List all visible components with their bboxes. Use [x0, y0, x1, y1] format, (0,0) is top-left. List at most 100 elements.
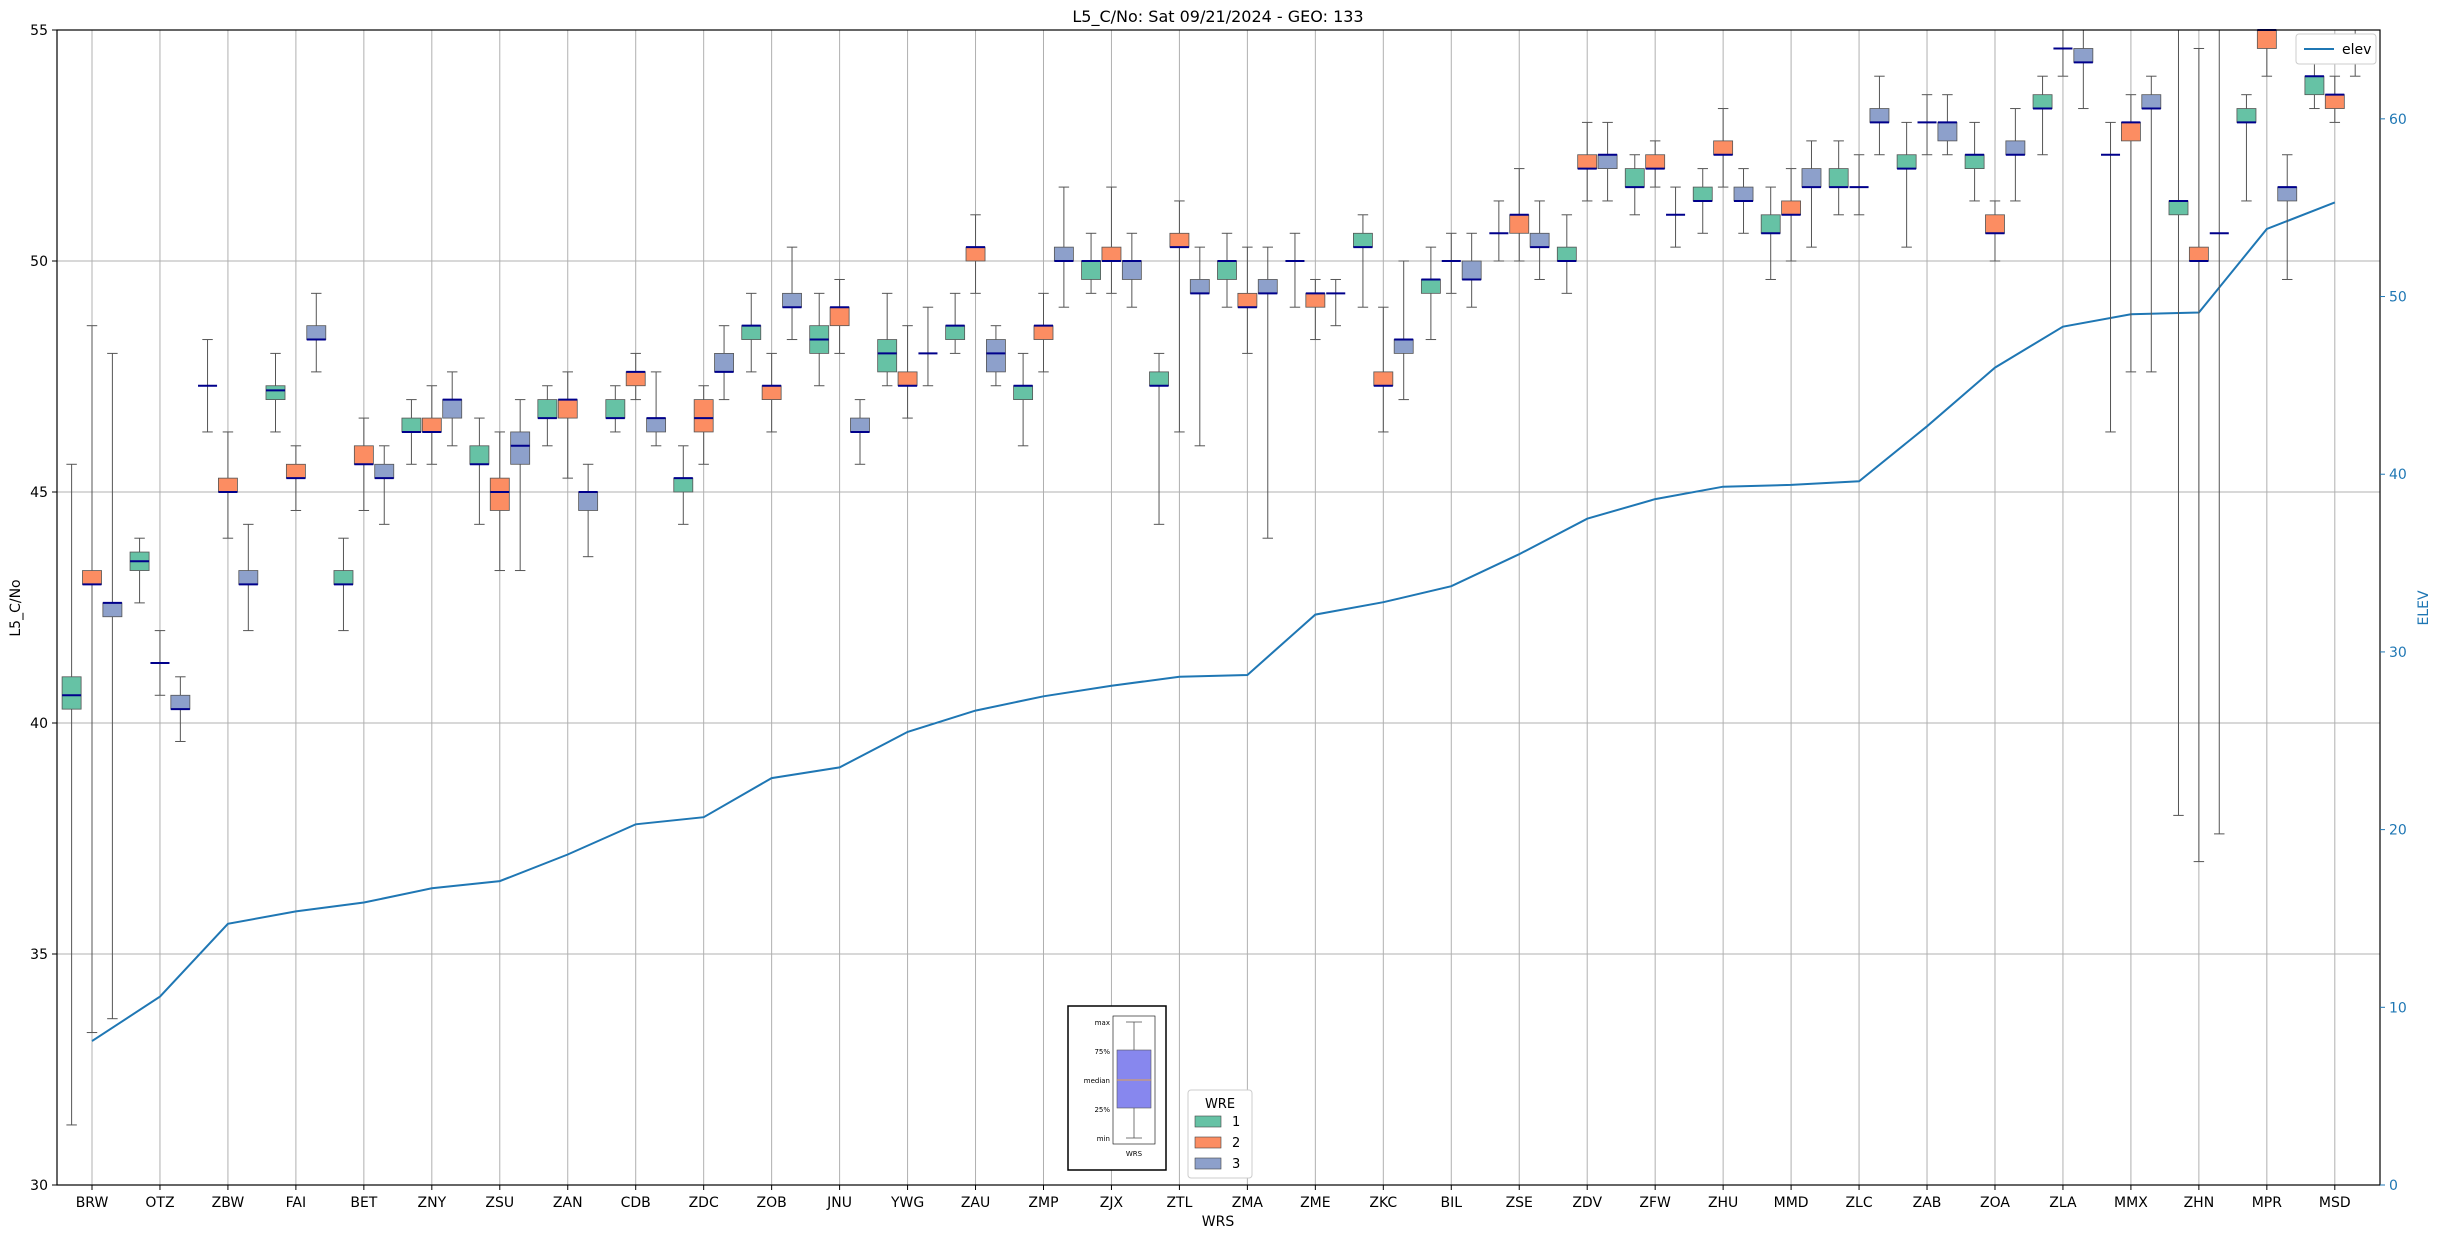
box-wre-3-zau	[986, 325, 1006, 387]
box-wre-3-mmd	[1801, 140, 1822, 248]
y-tick-label: 55	[30, 23, 48, 39]
box-iqr	[2120, 122, 2141, 142]
box-iqr	[1169, 232, 1190, 248]
x-tick-label: ZMP	[1028, 1195, 1058, 1211]
box-wre-3-otz	[170, 676, 191, 742]
box-iqr	[2256, 29, 2277, 49]
box-iqr	[2304, 75, 2325, 96]
box-wre-2-zse	[1509, 168, 1530, 262]
box-key-xlabel: WRS	[1126, 1150, 1143, 1158]
box-iqr	[82, 570, 102, 585]
box-iqr	[2168, 200, 2189, 216]
x-tick-label: MSD	[2319, 1195, 2351, 1211]
box-wre-1-zfw	[1624, 154, 1645, 216]
elev-line-layer	[91, 201, 2336, 1042]
chart-title: L5_C/No: Sat 09/21/2024 - GEO: 133	[1072, 7, 1363, 27]
box-iqr	[965, 246, 986, 262]
x-tick-label: ZJX	[1100, 1195, 1124, 1211]
x-tick-label: MPR	[2252, 1195, 2283, 1211]
box-iqr	[1189, 279, 1210, 294]
wre-legend-box	[1187, 1089, 1253, 1179]
box-iqr	[1964, 154, 1985, 170]
box-wre-1-zdc	[673, 445, 694, 525]
box-key-inset: max 75% median 25% min WRS	[1067, 1005, 1167, 1171]
box-wre-2-brw	[82, 325, 102, 1034]
elev-line	[91, 201, 2336, 1042]
box-key-label-median: median	[1084, 1077, 1110, 1085]
box-wre-1-zhn	[2168, 30, 2189, 816]
box-iqr	[421, 417, 442, 433]
box-wre-1-bet	[333, 537, 354, 632]
box-wre-2-zan	[557, 371, 578, 479]
box-wre-2-zlc	[1849, 154, 1869, 216]
y-tick-label: 30	[30, 1178, 48, 1194]
box-iqr	[1033, 325, 1054, 340]
box-wre-1-mmd	[1760, 186, 1781, 280]
box-iqr	[1577, 154, 1598, 170]
box-wre-3-ywg	[918, 306, 938, 387]
box-iqr	[877, 339, 898, 373]
box-wre-3-ztl	[1189, 246, 1210, 447]
box-iqr	[1373, 371, 1394, 387]
x-tick-label: YWG	[890, 1195, 924, 1211]
box-wre-3-jnu	[850, 399, 870, 465]
box-iqr	[578, 491, 599, 511]
wre-legend: WRE 1 2 3	[1187, 1089, 1253, 1179]
box-wre-1-otz	[129, 537, 150, 604]
box-wre-3-zla	[2073, 30, 2094, 110]
box-wre-2-zoa	[1985, 200, 2005, 262]
box-iqr	[1420, 279, 1441, 294]
box-wre-2-bet	[353, 417, 374, 511]
box-wre-3-mpr	[2277, 154, 2298, 280]
x-tick-label: ZTL	[1166, 1195, 1192, 1211]
x-tick-label: ZHU	[1708, 1195, 1738, 1211]
box-wre-3-zsu	[510, 399, 531, 572]
box-wre-3-zhu	[1733, 168, 1754, 234]
box-iqr	[1760, 214, 1781, 234]
box-iqr	[829, 306, 850, 327]
box-iqr	[306, 325, 327, 340]
y2-tick-label: 0	[2389, 1178, 2398, 1194]
y-tick-label: 40	[30, 716, 48, 732]
box-iqr	[401, 417, 422, 433]
y-axis-label: L5_C/No	[8, 579, 24, 636]
box-wre-2-zkc	[1373, 306, 1394, 433]
box-wre-3-zjx	[1121, 232, 1142, 308]
box-wre-1-msd	[2304, 47, 2325, 110]
box-iqr	[1509, 214, 1530, 234]
box-iqr	[353, 445, 374, 465]
box-wre-2-zbw	[218, 431, 238, 539]
box-wre-1-zab	[1896, 121, 1917, 248]
axes: BRW OTZ ZBW FAI BET ZNY ZSU ZAN CDB ZDC ZOB JNU YWG Z…	[30, 23, 2407, 1211]
box-wre-2-zhn	[2188, 47, 2209, 863]
y-tick-label: 45	[30, 485, 48, 501]
box-wre-1-brw	[61, 463, 82, 1126]
box-iqr	[1461, 260, 1482, 280]
box-wre-3-zab	[1937, 94, 1958, 156]
box-iqr	[1353, 232, 1373, 248]
box-wre-2-zme	[1305, 278, 1326, 341]
box-iqr	[1781, 200, 1802, 216]
box-iqr	[1393, 339, 1414, 354]
box-iqr	[2005, 140, 2026, 156]
y2-tick-label: 40	[2389, 467, 2407, 483]
box-wre-1-bil	[1420, 246, 1441, 341]
x-axis-label: WRS	[1202, 1214, 1235, 1230]
box-wre-2-mpr	[2256, 29, 2277, 77]
box-iqr	[1529, 232, 1550, 248]
box-wre-3-brw	[102, 352, 123, 1020]
box-iqr	[537, 399, 558, 419]
box-wre-1-zau	[945, 292, 966, 354]
box-wre-3-bil	[1461, 232, 1482, 308]
y2-tick-label: 60	[2389, 112, 2407, 128]
box-iqr	[1828, 168, 1849, 188]
box-wre-3-zse	[1529, 200, 1550, 280]
box-iqr	[945, 325, 966, 340]
y2-tick-label: 20	[2389, 823, 2407, 839]
box-wre-3-zfw	[1666, 186, 1686, 248]
x-tick-label: MMD	[1774, 1195, 1809, 1211]
box-iqr	[170, 694, 191, 710]
box-wre-3-zbw	[238, 523, 259, 632]
box-iqr	[1237, 292, 1258, 308]
